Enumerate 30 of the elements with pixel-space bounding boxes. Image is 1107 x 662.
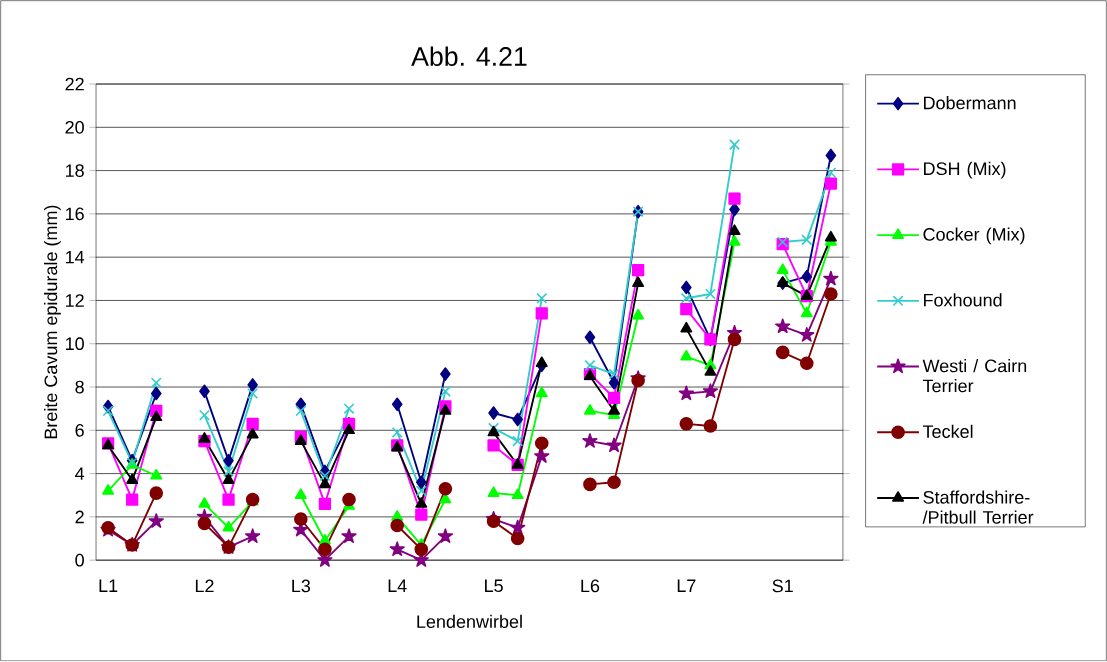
x-tick-label: S1 bbox=[772, 579, 793, 593]
y-tick-label: 10 bbox=[66, 337, 84, 351]
y-tick-label: 6 bbox=[75, 424, 84, 437]
y-tick-label: 12 bbox=[66, 294, 84, 307]
x-tick-label: L6 bbox=[581, 579, 600, 593]
x-tick-label: L7 bbox=[677, 579, 696, 593]
chart-title: Abb. 4.21 bbox=[411, 46, 527, 67]
legend-label: Staffordshire-/Pitbull Terrier bbox=[922, 490, 1034, 524]
y-tick-label: 14 bbox=[66, 251, 85, 264]
legend-label: Cocker (Mix) bbox=[923, 227, 1025, 245]
x-tick-label: L1 bbox=[99, 579, 118, 593]
y-tick-label: 20 bbox=[65, 121, 84, 134]
x-tick-label: L2 bbox=[195, 579, 214, 593]
y-tick-label: 0 bbox=[75, 554, 84, 567]
legend-label: Foxhound bbox=[924, 293, 1002, 307]
legend-label: Westi / Cairn Terrier bbox=[922, 359, 1027, 393]
x-tick-label: L4 bbox=[388, 579, 407, 593]
x-tick-label: L5 bbox=[485, 579, 503, 593]
legend-label: Teckel bbox=[922, 424, 973, 439]
y-tick-label: 2 bbox=[75, 510, 84, 524]
y-tick-label: 22 bbox=[65, 77, 84, 91]
y-tick-label: 16 bbox=[66, 207, 84, 221]
y-tick-label: 4 bbox=[75, 467, 85, 481]
y-axis-title: Breite Cavum epidurale (mm) bbox=[44, 205, 61, 439]
y-tick-label: 18 bbox=[66, 164, 84, 178]
y-tick-label: 8 bbox=[75, 380, 84, 394]
legend-label: DSH (Mix) bbox=[924, 162, 1006, 179]
x-tick-label: L3 bbox=[292, 579, 311, 593]
legend-label: Dobermann bbox=[924, 96, 1016, 110]
x-axis-title: Lendenwirbel bbox=[417, 615, 522, 629]
